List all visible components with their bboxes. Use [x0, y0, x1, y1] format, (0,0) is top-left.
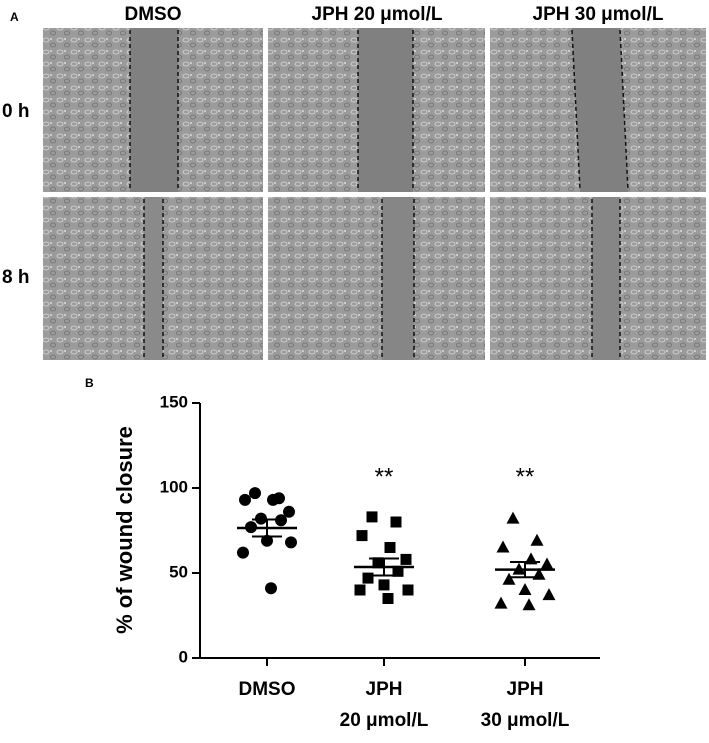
panel-label: A [10, 10, 19, 24]
data-point [506, 511, 520, 524]
column-title: JPH 20 μmol/L [312, 4, 443, 25]
y-tick-label: 100 [160, 477, 188, 496]
significance: ** [375, 463, 394, 490]
data-point [530, 533, 544, 546]
data-point [265, 582, 277, 595]
y-tick-label: 50 [169, 562, 188, 581]
data-point [283, 505, 295, 518]
data-point [372, 557, 384, 569]
data-point [249, 487, 261, 500]
data-point [390, 516, 402, 528]
data-point [522, 598, 536, 611]
y-tick-label: 150 [160, 392, 188, 411]
panel-label: B [85, 376, 94, 390]
x-tick-label: JPH [507, 679, 544, 700]
row-label: 8 h [2, 267, 29, 288]
data-point [366, 511, 378, 523]
x-tick-label: 30 μmol/L [481, 710, 570, 731]
data-point [356, 530, 368, 542]
data-point [392, 565, 404, 577]
data-point [267, 493, 279, 506]
data-point [378, 579, 390, 591]
data-point [496, 540, 510, 553]
data-point [239, 493, 251, 506]
data-point [382, 593, 394, 604]
column-title: JPH 30 μmol/L [533, 4, 664, 25]
micrographs [43, 28, 706, 360]
data-point [542, 588, 556, 601]
y-tick-label: 0 [179, 647, 188, 666]
x-tick-label: DMSO [239, 679, 296, 700]
data-point [237, 546, 249, 559]
data-point [540, 557, 554, 570]
x-tick-label: 20 μmol/L [340, 710, 429, 731]
data-point [354, 584, 366, 596]
y-axis-label: % of wound closure [112, 426, 137, 634]
data-point [261, 534, 273, 547]
x-tick-label: JPH [366, 679, 403, 700]
data-point [362, 572, 374, 584]
column-title: DMSO [125, 4, 182, 25]
data-point [518, 583, 532, 595]
data-point [285, 536, 297, 549]
row-label: 0 h [2, 101, 29, 122]
data-point [502, 572, 516, 585]
data-point [400, 553, 412, 565]
data-point [402, 584, 414, 596]
data-point [494, 596, 508, 609]
panel-a: A DMSO JPH 20 μmol/L JPH 30 μmol/L 0 h 8… [2, 4, 706, 360]
data-point [384, 542, 396, 553]
significance: ** [516, 463, 535, 490]
